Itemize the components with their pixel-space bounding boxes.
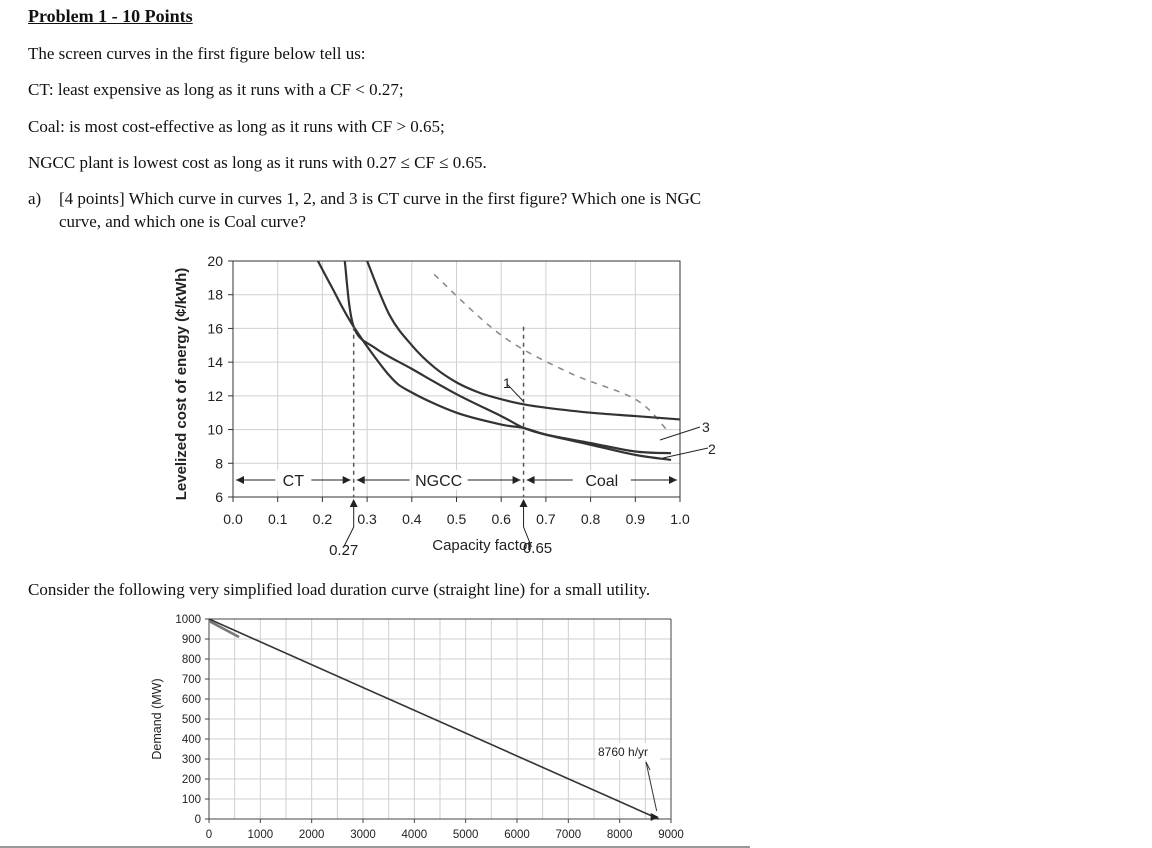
y-tick-label: 200 [182, 774, 201, 786]
y-tick-label: 500 [182, 714, 201, 726]
annotation-8760-arrow-2 [645, 761, 651, 771]
region-label-bg [411, 470, 466, 490]
y-tick-label: 1000 [175, 614, 201, 626]
curve-3-1 [366, 261, 680, 421]
y-tick-label: 12 [207, 388, 223, 404]
x-tick-label: 1000 [248, 829, 274, 841]
statement-ct: CT: least expensive as long as it runs w… [28, 80, 404, 99]
x-tick-label: 0.9 [626, 511, 646, 527]
annotation-8760-label: 8760 h/yr [598, 745, 648, 759]
annotation-8760-arrow [645, 761, 658, 812]
region-arrow-head [356, 476, 365, 484]
y-tick-label: 600 [182, 694, 201, 706]
x-tick-label: 4000 [402, 829, 428, 841]
curve-label-1: 1 [503, 375, 511, 391]
region-arrow-head [526, 476, 535, 484]
x-tick-label: 0.7 [536, 511, 556, 527]
y-tick-label: 10 [207, 422, 223, 438]
annotation-arrow-065 [523, 505, 533, 548]
region-label-coal: Coal [585, 473, 618, 490]
y-tick-label: 16 [207, 320, 223, 336]
x-tick-label: 2000 [299, 829, 325, 841]
intro-text: The screen curves in the first figure be… [28, 44, 366, 63]
x-tick-label: 7000 [556, 829, 582, 841]
annotation-label-027: 0.27 [329, 542, 358, 559]
region-arrow-head [342, 476, 351, 484]
region-arrow-head [512, 476, 521, 484]
curve-label-1-leader [506, 383, 525, 403]
y-tick-label: 100 [182, 794, 201, 806]
question-a-line-2: curve, and which one is Coal curve? [59, 212, 306, 231]
curve-label-3-leader [659, 426, 701, 441]
y-tick-label: 6 [215, 489, 223, 505]
y-tick-label: 400 [182, 734, 201, 746]
curve-2-2 [316, 261, 672, 462]
annotation-arrow-027 [343, 505, 355, 548]
x-tick-label: 0.8 [581, 511, 601, 527]
annotation-arrow-head-027 [349, 499, 358, 507]
annotation-8760-arrow-head [650, 813, 659, 821]
y-tick-label: 300 [182, 754, 201, 766]
region-arrow-head [236, 476, 244, 484]
demand-line [208, 618, 660, 820]
x-axis-label: Capacity factor [432, 537, 532, 554]
problem-heading: Problem 1 - 10 Points [28, 6, 193, 26]
x-tick-label: 0.1 [268, 511, 288, 527]
x-tick-label: 6000 [504, 829, 530, 841]
x-tick-label: 0.0 [223, 511, 243, 527]
region-label-ngcc: NGCC [415, 473, 462, 490]
x-tick-label: 5000 [453, 829, 479, 841]
page-bottom-rule [0, 846, 750, 848]
y-tick-label: 0 [195, 814, 201, 826]
statement-coal: Coal: is most cost-effective as long as … [28, 117, 445, 136]
x-tick-label: 0.6 [491, 511, 511, 527]
region-label-bg [574, 470, 629, 490]
demand-line-start-emphasis [208, 619, 240, 639]
y-tick-label: 18 [207, 287, 223, 303]
curve-label-3: 3 [702, 419, 710, 435]
y-axis-label: Levelized cost of energy (¢/kWh) [173, 268, 190, 501]
y-tick-label: 20 [207, 253, 223, 269]
annotation-label-065: 0.65 [523, 540, 552, 557]
region-arrow-head [669, 476, 677, 484]
curve-unlabeled-3 [343, 261, 672, 455]
y-tick-label: 800 [182, 654, 201, 666]
y-tick-label: 900 [182, 634, 201, 646]
y-axis-label: Demand (MW) [150, 678, 164, 759]
x-tick-label: 9000 [658, 829, 684, 841]
x-tick-label: 0.5 [447, 511, 467, 527]
x-tick-label: 8000 [607, 829, 633, 841]
curve-label-2: 2 [708, 441, 716, 457]
x-tick-label: 0.3 [357, 511, 377, 527]
y-tick-label: 700 [182, 674, 201, 686]
question-a-marker: a) [28, 189, 42, 208]
y-tick-label: 8 [215, 455, 223, 471]
annotation-8760-bg [596, 743, 660, 760]
x-tick-label: 1.0 [670, 511, 690, 527]
statement-ngcc: NGCC plant is lowest cost as long as it … [28, 153, 487, 172]
curve-label-2-leader [662, 447, 709, 459]
x-tick-label: 0.2 [313, 511, 333, 527]
question-a-line-1: [4 points] Which curve in curves 1, 2, a… [59, 189, 702, 208]
annotation-arrow-head-065 [519, 499, 528, 507]
consider-text: Consider the following very simplified l… [28, 580, 651, 599]
region-label-ct: CT [283, 473, 305, 490]
region-label-bg [277, 470, 310, 490]
x-tick-label: 3000 [350, 829, 376, 841]
x-tick-label: 0.4 [402, 511, 422, 527]
y-tick-label: 14 [207, 354, 223, 370]
x-tick-label: 0 [206, 829, 212, 841]
